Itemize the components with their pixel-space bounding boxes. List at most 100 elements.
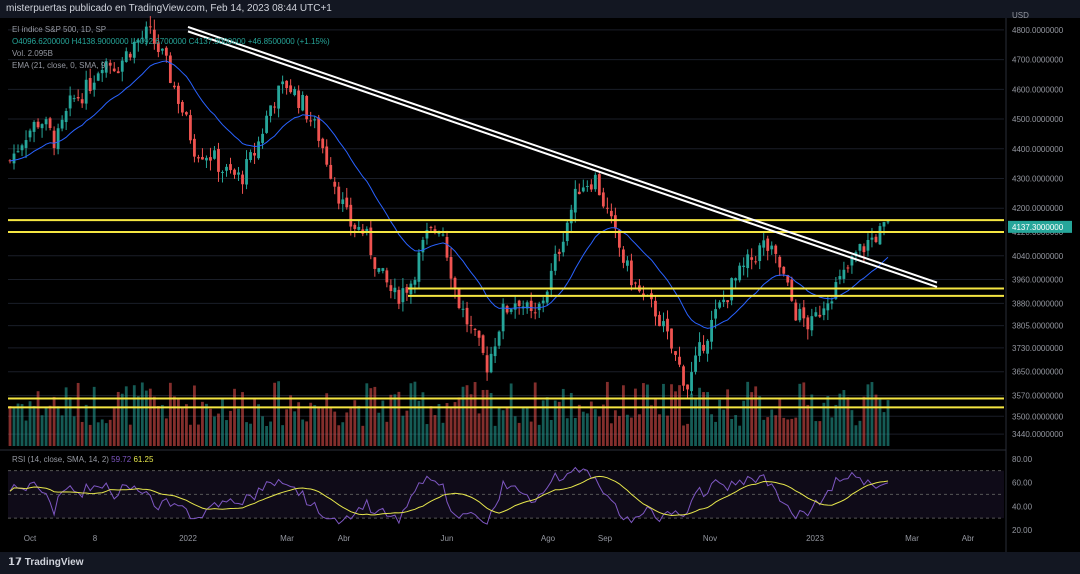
volume-bar bbox=[88, 424, 92, 446]
volume-bar bbox=[621, 385, 625, 446]
candle bbox=[718, 302, 722, 308]
volume-bar bbox=[393, 394, 397, 446]
candle bbox=[413, 280, 417, 285]
volume-bar bbox=[702, 392, 705, 446]
candle bbox=[28, 130, 32, 138]
candle bbox=[838, 276, 842, 280]
volume-bar bbox=[609, 423, 613, 446]
volume-bar bbox=[389, 394, 393, 446]
candle bbox=[205, 157, 208, 161]
volume-bar bbox=[617, 415, 621, 446]
x-tick-label: Ago bbox=[541, 534, 556, 543]
trendline bbox=[187, 30, 938, 288]
volume-bar bbox=[180, 407, 184, 446]
candle bbox=[349, 204, 353, 227]
volume-bar bbox=[854, 425, 858, 446]
candle bbox=[16, 151, 20, 153]
tradingview-brand[interactable]: 𝟭𝟳 TradingView bbox=[8, 557, 84, 568]
candle bbox=[670, 328, 673, 349]
candle bbox=[353, 224, 357, 229]
y-tick-label: 4600.0000000 bbox=[1012, 85, 1064, 94]
candle bbox=[605, 207, 609, 209]
volume-bar bbox=[72, 416, 76, 446]
candle bbox=[44, 119, 48, 125]
x-tick-label: 2023 bbox=[806, 534, 824, 543]
volume-bar bbox=[513, 416, 517, 446]
candle bbox=[674, 351, 677, 355]
volume-bar bbox=[317, 406, 321, 446]
volume-bar bbox=[517, 422, 521, 446]
volume-bar bbox=[529, 421, 533, 446]
candle bbox=[714, 309, 718, 319]
volume-bar bbox=[886, 400, 890, 446]
candle bbox=[373, 257, 377, 269]
volume-bar bbox=[577, 404, 581, 446]
candle bbox=[626, 260, 629, 266]
volume-bar bbox=[686, 423, 689, 446]
candle bbox=[774, 245, 778, 254]
candle bbox=[313, 119, 317, 121]
candle bbox=[140, 37, 144, 39]
candle bbox=[706, 340, 709, 354]
y-tick-label: 4800.0000000 bbox=[1012, 26, 1064, 35]
volume-bar bbox=[774, 415, 778, 446]
candle bbox=[185, 112, 188, 115]
candle bbox=[217, 148, 220, 172]
volume-bar bbox=[449, 407, 453, 446]
candle bbox=[281, 81, 285, 85]
volume-bar bbox=[365, 383, 369, 446]
volume-bar bbox=[241, 392, 244, 446]
candle bbox=[822, 308, 826, 316]
volume-bar bbox=[417, 400, 421, 446]
ema-line bbox=[9, 60, 889, 329]
volume-bar bbox=[537, 424, 541, 446]
candle bbox=[481, 335, 485, 353]
candle bbox=[850, 256, 854, 266]
candle bbox=[92, 82, 96, 90]
volume-bar bbox=[842, 390, 846, 446]
candle bbox=[229, 164, 232, 171]
volume-bar bbox=[662, 383, 665, 446]
candle bbox=[160, 48, 164, 51]
volume-bar bbox=[341, 422, 345, 446]
volume-bar bbox=[465, 385, 469, 446]
volume-bar bbox=[405, 410, 409, 446]
legend-ohlc: O4096.6200000 H4138.9000000 L4092.670000… bbox=[12, 37, 330, 46]
candle bbox=[569, 209, 573, 224]
volume-bar bbox=[846, 397, 850, 446]
volume-bar bbox=[60, 415, 64, 446]
candle bbox=[124, 51, 128, 62]
volume-bar bbox=[525, 407, 529, 446]
candle bbox=[253, 153, 256, 156]
volume-bar bbox=[810, 394, 814, 446]
volume-bar bbox=[726, 389, 730, 446]
volume-bar bbox=[156, 406, 160, 446]
volume-bar bbox=[48, 405, 52, 446]
last-price-label: 4137.3000000 bbox=[1012, 223, 1064, 232]
rsi-value: 59.72 bbox=[111, 455, 132, 464]
volume-bar bbox=[569, 392, 573, 446]
volume-bar bbox=[593, 409, 597, 446]
y-tick-label: 4040.0000000 bbox=[1012, 252, 1064, 261]
candle bbox=[100, 69, 104, 74]
candle bbox=[501, 303, 505, 332]
y-tick-label: 4300.0000000 bbox=[1012, 175, 1064, 184]
volume-bar bbox=[850, 410, 854, 446]
candle bbox=[577, 191, 581, 195]
candle bbox=[60, 119, 64, 129]
volume-bar bbox=[505, 408, 509, 446]
candle bbox=[333, 181, 337, 187]
volume-bar bbox=[718, 399, 722, 446]
candle bbox=[585, 185, 589, 187]
candle bbox=[273, 106, 277, 108]
candle bbox=[381, 268, 385, 272]
volume-bar bbox=[814, 421, 818, 446]
candle bbox=[237, 172, 240, 175]
candle bbox=[293, 89, 297, 96]
candle bbox=[477, 330, 481, 338]
volume-bar bbox=[549, 419, 553, 446]
volume-bar bbox=[654, 398, 657, 446]
x-tick-label: Oct bbox=[24, 534, 37, 543]
candle bbox=[249, 152, 252, 161]
